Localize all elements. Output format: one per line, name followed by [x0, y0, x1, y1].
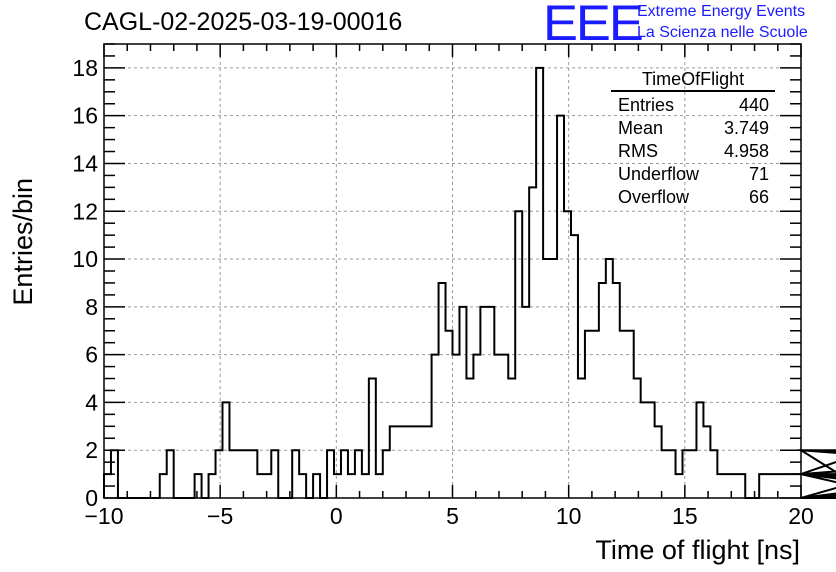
- y-tick-label: 2: [85, 437, 98, 463]
- stats-value: 66: [748, 187, 769, 207]
- x-tick-label: 5: [446, 503, 459, 529]
- stats-value: 71: [748, 164, 769, 184]
- stats-value: 3.749: [723, 118, 769, 138]
- stats-row-rms: RMS 4.958: [611, 140, 775, 163]
- y-axis-label: Entries/bin: [8, 178, 38, 306]
- x-axis-label: Time of flight [ns]: [595, 535, 800, 565]
- stats-value: 4.958: [723, 141, 769, 161]
- stats-row-overflow: Overflow 66: [611, 186, 775, 209]
- stats-label: Entries: [618, 95, 675, 115]
- logo-text-line2: La Scienza nelle Scuole: [637, 24, 808, 41]
- x-tick-label: −10: [84, 503, 123, 529]
- y-tick-label: 8: [85, 294, 98, 320]
- y-tick-label: 4: [85, 389, 98, 415]
- stats-label: Overflow: [618, 187, 690, 207]
- stats-label: Underflow: [618, 164, 700, 184]
- grid-lines: [104, 44, 801, 498]
- x-tick-label: 20: [788, 503, 814, 529]
- stats-label: Mean: [618, 118, 664, 138]
- stats-row-underflow: Underflow 71: [611, 163, 775, 186]
- axis-ticks: [103, 43, 802, 499]
- logo-text-line1: Extreme Energy Events: [637, 3, 806, 20]
- chart-title: CAGL-02-2025-03-19-00016: [84, 8, 403, 36]
- y-tick-label: 14: [72, 150, 98, 176]
- stats-title: TimeOfFlight: [611, 69, 775, 92]
- eee-logo: EEE: [543, 0, 644, 51]
- x-tick-label: 15: [672, 503, 698, 529]
- stats-value: 440: [738, 95, 769, 115]
- y-tick-label: 10: [72, 246, 98, 272]
- x-tick-label: −5: [207, 503, 233, 529]
- x-tick-label: 0: [330, 503, 343, 529]
- stats-label: RMS: [618, 141, 658, 161]
- stats-row-entries: Entries 440: [611, 94, 775, 117]
- tick-labels: −10 −5 0 5 10 15 20 0 2 4 6 8 10 12 14 16 18: [72, 55, 813, 529]
- y-tick-label: 12: [72, 198, 98, 224]
- stats-row-mean: Mean 3.749: [611, 117, 775, 140]
- y-tick-label: 18: [72, 55, 98, 81]
- x-tick-label: 10: [556, 503, 582, 529]
- y-tick-label: 0: [85, 485, 98, 511]
- y-tick-label: 6: [85, 342, 98, 368]
- stats-box: TimeOfFlight Entries 440 Mean 3.749 RMS …: [611, 69, 775, 209]
- histogram-outline: [103, 66, 836, 499]
- y-tick-label: 16: [72, 103, 98, 129]
